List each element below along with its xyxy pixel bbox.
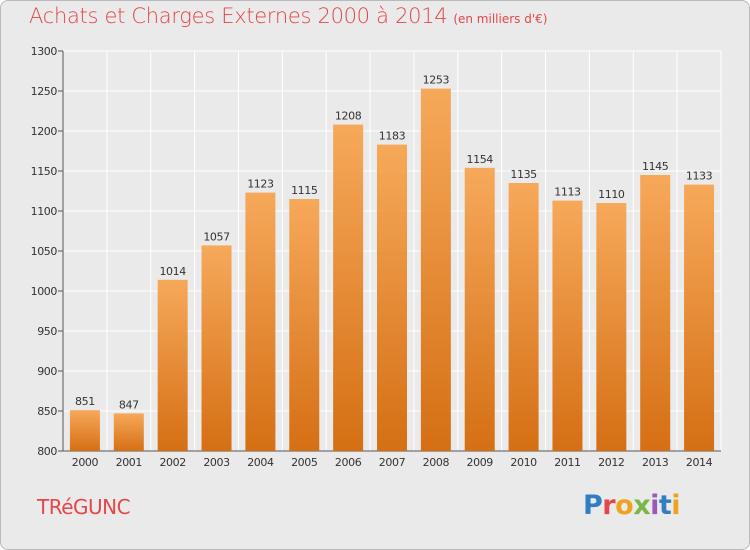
chart-title-text: Achats et Charges Externes 2000 à 2014 <box>29 4 448 28</box>
bar <box>508 183 539 451</box>
x-tick-label: 2001 <box>116 456 142 469</box>
y-tick-label: 850 <box>37 405 57 418</box>
brand-letter: i <box>650 490 659 521</box>
x-tick-label: 2005 <box>291 456 318 469</box>
brand-letter: t <box>658 490 672 521</box>
y-tick-label: 1250 <box>31 85 58 98</box>
data-label: 847 <box>119 398 139 411</box>
bar <box>157 279 188 451</box>
y-tick-label: 800 <box>37 445 57 458</box>
chart-unit-label: (en milliers d'€) <box>453 12 548 26</box>
x-tick-label: 2014 <box>686 456 713 469</box>
y-tick-label: 1300 <box>31 45 58 58</box>
data-label: 851 <box>75 395 95 408</box>
data-label: 1208 <box>335 110 362 123</box>
y-tick-label: 1100 <box>31 205 58 218</box>
x-tick-label: 2007 <box>379 456 406 469</box>
bar <box>245 192 276 451</box>
y-tick-label: 1200 <box>31 125 58 138</box>
y-tick-label: 1050 <box>31 245 58 258</box>
brand-letter: r <box>602 490 616 521</box>
bar <box>420 88 451 451</box>
x-tick-label: 2011 <box>554 456 580 469</box>
x-tick-label: 2012 <box>598 456 624 469</box>
bar <box>552 200 583 451</box>
x-tick-label: 2010 <box>510 456 537 469</box>
bar <box>684 184 715 451</box>
bar <box>333 124 364 451</box>
data-label: 1110 <box>598 188 625 201</box>
data-label: 1115 <box>291 184 318 197</box>
data-label: 1253 <box>423 74 450 87</box>
brand-letter: P <box>583 490 603 521</box>
tick-labels: 800 850 900 950 1000 1050 1100 1150 1200 1250 1300… <box>31 45 713 469</box>
data-label: 1057 <box>203 230 230 243</box>
x-tick-label: 2008 <box>423 456 450 469</box>
bar <box>377 144 407 451</box>
data-labels: 851 847 1014 1057 1123 1115 1208 1183 1253 1154 11… <box>75 74 713 412</box>
y-tick-label: 950 <box>37 325 57 338</box>
bar <box>113 413 144 451</box>
bar <box>640 175 671 451</box>
y-tick-label: 1000 <box>31 285 58 298</box>
x-tick-label: 2000 <box>72 456 99 469</box>
x-tick-label: 2006 <box>335 456 362 469</box>
bar <box>596 203 627 451</box>
data-label: 1113 <box>554 186 581 199</box>
x-tick-label: 2004 <box>247 456 274 469</box>
x-tick-label: 2002 <box>159 456 185 469</box>
data-label: 1183 <box>379 130 406 143</box>
data-label: 1145 <box>642 160 669 173</box>
chart-title: Achats et Charges Externes 2000 à 2014 (e… <box>29 4 547 28</box>
x-tick-label: 2013 <box>642 456 669 469</box>
y-tick-label: 1150 <box>31 165 58 178</box>
commune-name: TRéGUNC <box>37 495 131 519</box>
bar <box>201 245 232 451</box>
y-tick-label: 900 <box>37 365 57 378</box>
brand-letter: o <box>615 490 634 521</box>
x-tick-label: 2009 <box>467 456 494 469</box>
brand-letter: x <box>633 490 651 521</box>
brand-letter: i <box>671 490 681 521</box>
bar <box>289 199 320 451</box>
x-tick-label: 2003 <box>203 456 230 469</box>
bar <box>69 410 100 451</box>
data-label: 1154 <box>467 153 494 166</box>
data-label: 1133 <box>686 170 713 183</box>
data-label: 1123 <box>247 178 274 191</box>
brand-logo: Proxiti <box>583 490 681 521</box>
data-label: 1014 <box>159 265 186 278</box>
bar <box>464 167 495 452</box>
data-label: 1135 <box>510 168 537 181</box>
bars <box>69 88 715 452</box>
